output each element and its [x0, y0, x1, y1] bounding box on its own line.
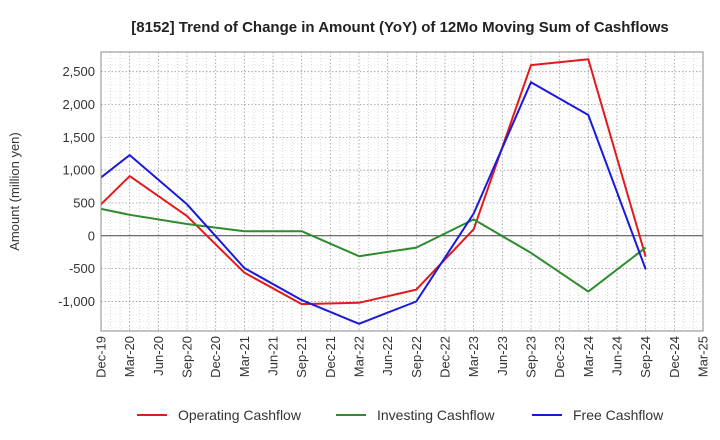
- legend-item[interactable]: Investing Cashflow: [336, 407, 495, 423]
- y-axis-label: Amount (million yen): [7, 132, 22, 251]
- y-tick-labels: -1,000 -500 0 500 1,000 1,500 2,000 2,500: [58, 64, 95, 309]
- x-tick-label: Dec-20: [208, 336, 223, 378]
- y-tick-label: 0: [88, 228, 95, 243]
- x-tick-label: Dec-21: [323, 336, 338, 378]
- legend-label: Free Cashflow: [573, 407, 664, 423]
- y-tick-label: 2,000: [62, 97, 95, 112]
- x-tick-label: Jun-24: [610, 336, 625, 376]
- y-tick-label: 1,000: [62, 163, 95, 178]
- x-tick-label: Mar-20: [122, 336, 137, 377]
- x-tick-label: Mar-22: [352, 336, 367, 377]
- series-line-2: [100, 207, 647, 293]
- legend-label: Operating Cashflow: [178, 407, 302, 423]
- x-tick-label: Sep-20: [180, 336, 195, 378]
- x-tick-label: Mar-23: [466, 336, 481, 377]
- y-tick-label: -500: [69, 261, 95, 276]
- legend-label: Investing Cashflow: [377, 407, 495, 423]
- legend-item[interactable]: Operating Cashflow: [137, 407, 302, 423]
- x-tick-labels: Dec-19 Mar-20 Jun-20 Sep-20 Dec-20 Mar-21 Jun-…: [94, 336, 711, 378]
- x-tick-label: Sep-21: [294, 336, 309, 378]
- x-tick-label: Jun-23: [495, 336, 510, 376]
- x-tick-label: Dec-22: [438, 336, 453, 378]
- x-tick-label: Jun-22: [380, 336, 395, 376]
- y-tick-label: -1,000: [58, 294, 95, 309]
- x-tick-label: Mar-24: [581, 336, 596, 377]
- y-tick-label: 2,500: [62, 64, 95, 79]
- legend[interactable]: Operating Cashflow Investing Cashflow Free…: [137, 407, 664, 423]
- x-tick-label: Mar-25: [696, 336, 711, 377]
- x-tick-label: Mar-21: [237, 336, 252, 377]
- x-tick-label: Jun-20: [151, 336, 166, 376]
- x-tick-label: Dec-23: [552, 336, 567, 378]
- x-tick-label: Sep-22: [409, 336, 424, 378]
- x-tick-label: Dec-19: [94, 336, 109, 378]
- series-layer: [100, 58, 647, 325]
- x-tick-label: Dec-24: [667, 336, 682, 378]
- y-tick-label: 500: [73, 195, 95, 210]
- plot-frame: [100, 51, 704, 332]
- y-tick-label: 1,500: [62, 130, 95, 145]
- grid-layer: [100, 52, 704, 331]
- series-line-1: [100, 58, 647, 306]
- chart-title: [8152] Trend of Change in Amount (YoY) o…: [131, 19, 669, 36]
- x-tick-label: Jun-21: [266, 336, 281, 376]
- x-tick-label: Sep-23: [524, 336, 539, 378]
- x-tick-label: Sep-24: [638, 336, 653, 378]
- legend-item[interactable]: Free Cashflow: [532, 407, 664, 423]
